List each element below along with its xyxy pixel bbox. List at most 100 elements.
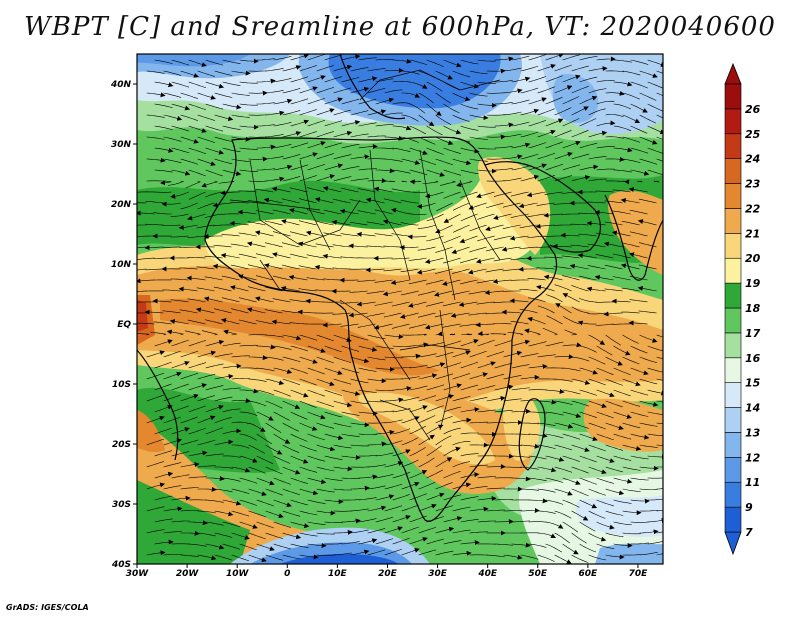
streamline <box>324 389 343 396</box>
streamline <box>272 209 291 215</box>
lat-tick-label: 40N <box>110 80 132 90</box>
streamline <box>179 246 198 248</box>
streamline <box>443 169 462 176</box>
streamline <box>366 312 385 317</box>
streamline <box>656 531 663 534</box>
streamline <box>146 157 166 163</box>
streamline <box>460 125 479 131</box>
streamline <box>630 389 649 396</box>
streamline <box>519 224 538 229</box>
streamline <box>324 120 343 127</box>
streamline <box>282 378 301 386</box>
streamline <box>154 361 172 369</box>
streamline <box>281 198 300 204</box>
streamline <box>322 322 342 328</box>
streamline <box>299 334 318 341</box>
streamline <box>324 455 343 460</box>
streamline <box>596 455 615 463</box>
streamline <box>418 136 436 145</box>
streamline <box>639 356 657 363</box>
streamline <box>502 202 521 208</box>
streamline <box>401 396 420 402</box>
coastline-brazil <box>137 349 179 461</box>
streamline <box>282 154 301 160</box>
streamline <box>146 550 166 556</box>
streamline <box>400 268 419 273</box>
streamline <box>537 152 556 160</box>
streamline <box>307 433 325 441</box>
streamline <box>443 383 462 391</box>
streamline <box>154 103 173 108</box>
streamline <box>426 492 445 501</box>
streamline <box>316 466 335 472</box>
streamline <box>214 510 234 517</box>
streamline <box>545 118 564 127</box>
streamline <box>401 136 420 143</box>
streamline <box>239 433 257 441</box>
streamline <box>333 466 353 472</box>
streamline <box>239 388 259 394</box>
streamline <box>621 242 640 248</box>
streamline <box>622 488 641 492</box>
streamline <box>265 400 283 409</box>
streamline <box>188 520 208 526</box>
streamline <box>316 444 336 452</box>
streamline <box>375 494 395 501</box>
streamline <box>605 156 625 162</box>
streamline <box>316 422 335 429</box>
streamline <box>528 341 547 347</box>
streamline <box>605 334 621 346</box>
streamline <box>443 103 460 114</box>
streamline <box>409 470 428 479</box>
streamline <box>452 373 471 380</box>
streamline <box>545 499 564 505</box>
streamline <box>248 90 268 96</box>
streamline <box>638 198 657 204</box>
streamline <box>307 54 325 61</box>
coastline-arabia <box>484 161 602 253</box>
streamline <box>375 124 394 127</box>
streamline <box>187 213 206 221</box>
shading-21-22-east-indian <box>583 398 663 452</box>
streamline <box>555 303 572 314</box>
streamline <box>486 134 506 140</box>
streamline <box>417 312 436 318</box>
streamline <box>554 422 574 429</box>
streamline <box>137 257 155 260</box>
streamline <box>545 294 563 303</box>
streamline <box>571 532 587 544</box>
streamline <box>154 471 174 479</box>
streamline <box>358 122 377 127</box>
colorbar-swatch <box>724 208 742 234</box>
streamline <box>409 342 429 348</box>
streamline <box>511 99 530 105</box>
streamline <box>485 246 504 252</box>
shading-19-20-central-africa <box>396 236 450 267</box>
streamline <box>281 264 300 270</box>
streamline <box>622 70 641 76</box>
streamline <box>170 235 189 238</box>
streamline <box>324 543 343 545</box>
streamline <box>630 542 649 545</box>
streamline <box>588 488 606 496</box>
streamline <box>341 518 361 524</box>
streamline <box>401 416 420 424</box>
streamline <box>426 59 444 67</box>
streamline <box>256 499 274 507</box>
streamline <box>477 520 496 523</box>
streamline <box>357 188 376 193</box>
streamline <box>391 323 410 329</box>
streamline <box>554 152 573 160</box>
streamline <box>265 110 285 116</box>
streamline <box>613 367 631 376</box>
streamline <box>374 209 393 215</box>
streamline <box>537 399 557 405</box>
streamline <box>511 520 530 523</box>
streamline <box>571 153 590 160</box>
streamline <box>621 220 640 226</box>
streamline <box>638 310 657 314</box>
streamline <box>161 201 181 207</box>
streamline <box>577 253 597 259</box>
streamline <box>384 158 403 162</box>
streamline <box>519 309 538 314</box>
